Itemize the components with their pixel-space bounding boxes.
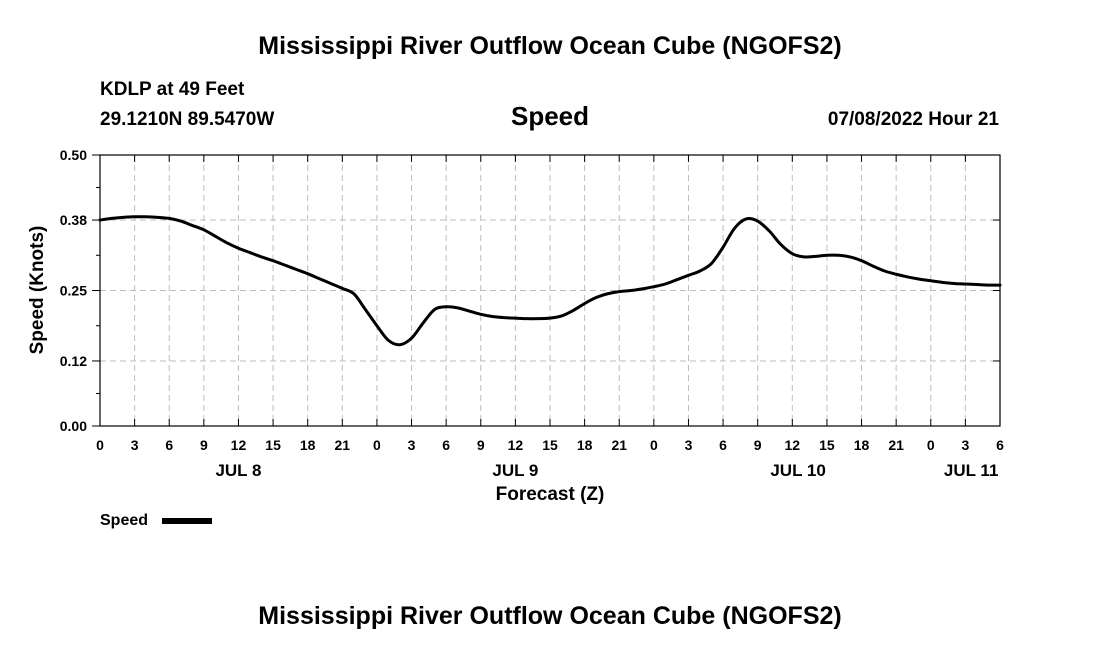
forecast-datetime: 07/08/2022 Hour 21 [828, 109, 1000, 130]
y-tick-label: 0.00 [60, 418, 87, 434]
grid [100, 154, 1000, 426]
x-tick-label: 0 [927, 437, 935, 453]
plot-frame [99, 154, 1001, 427]
day-label: JUL 8 [215, 461, 261, 480]
x-tick-label: 6 [996, 437, 1004, 453]
day-label: JUL 11 [944, 461, 999, 480]
x-tick-label: 18 [577, 437, 593, 453]
station-label: KDLP at 49 Feet [100, 79, 245, 100]
axis-ticks [92, 154, 1001, 427]
day-labels: JUL 8 JUL 9 JUL 10 JUL 11 [215, 461, 998, 480]
x-tick-label: 9 [200, 437, 208, 453]
x-tick-label: 21 [335, 437, 351, 453]
x-tick-label: 0 [96, 437, 104, 453]
legend: Speed [100, 512, 212, 529]
day-label: JUL 9 [492, 461, 538, 480]
x-tick-label: 18 [300, 437, 316, 453]
x-tick-label: 0 [373, 437, 381, 453]
y-tick-label: 0.38 [60, 212, 87, 228]
y-tick-label: 0.25 [60, 283, 87, 299]
x-tick-label: 3 [685, 437, 693, 453]
x-tick-label: 6 [442, 437, 450, 453]
x-tick-label: 3 [131, 437, 139, 453]
y-axis-title: Speed (Knots) [27, 226, 48, 355]
x-tick-label: 3 [408, 437, 416, 453]
x-tick-label: 12 [508, 437, 524, 453]
x-tick-label: 12 [785, 437, 801, 453]
day-label: JUL 10 [770, 461, 825, 480]
x-tick-labels: 0 3 6 9 12 15 18 21 0 3 6 9 12 15 18 21 0 3 6 9 12 15 18 21 0 3 6 [96, 437, 1004, 453]
x-tick-label: 21 [888, 437, 904, 453]
x-tick-label: 15 [265, 437, 281, 453]
speed-series-line [98, 215, 1002, 347]
x-tick-label: 0 [650, 437, 658, 453]
y-tick-labels: 0.00 0.12 0.25 0.38 0.50 [60, 147, 87, 434]
x-tick-label: 18 [854, 437, 870, 453]
y-tick-label: 0.12 [60, 353, 87, 369]
x-tick-label: 9 [477, 437, 485, 453]
x-axis-title: Forecast (Z) [496, 484, 605, 505]
station-coords: 29.1210N 89.5470W [100, 109, 274, 130]
x-tick-label: 15 [819, 437, 835, 453]
x-tick-label: 15 [542, 437, 558, 453]
chart-subtitle: Speed [511, 101, 589, 131]
x-tick-label: 3 [961, 437, 969, 453]
legend-label: Speed [100, 512, 148, 529]
series-layer [98, 215, 1002, 347]
chart-title: Mississippi River Outflow Ocean Cube (NG… [258, 32, 841, 60]
x-tick-label: 6 [719, 437, 727, 453]
x-tick-label: 9 [754, 437, 762, 453]
y-tick-label: 0.50 [60, 147, 87, 163]
x-tick-label: 6 [165, 437, 173, 453]
x-tick-label: 21 [611, 437, 627, 453]
footer-title: Mississippi River Outflow Ocean Cube (NG… [258, 602, 841, 630]
x-tick-label: 12 [231, 437, 247, 453]
